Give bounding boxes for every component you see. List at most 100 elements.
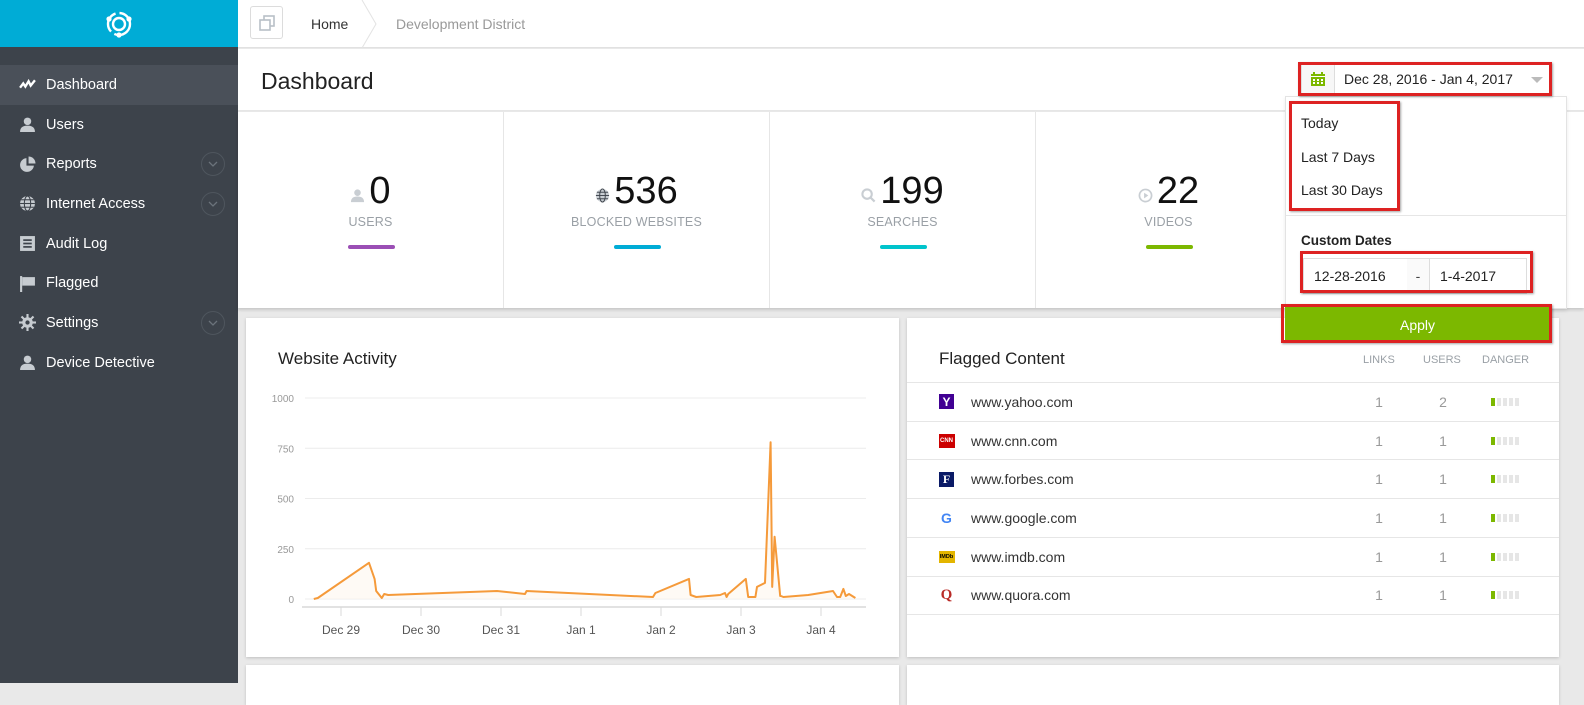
imdb-icon: IMDb xyxy=(938,548,955,565)
sidebar-item-flagged[interactable]: Flagged xyxy=(0,263,238,303)
column-header-links: LINKS xyxy=(1363,354,1395,366)
sidebar-item-label: Internet Access xyxy=(46,195,146,212)
site-link[interactable]: www.yahoo.com xyxy=(971,393,1073,410)
flag-icon xyxy=(18,274,36,292)
calendar-icon xyxy=(1302,65,1335,93)
sidebar-item-label: Reports xyxy=(46,156,97,173)
svg-text:1000: 1000 xyxy=(272,394,295,405)
stat-color-bar xyxy=(613,245,661,249)
sidebar-item-label: Flagged xyxy=(46,275,99,292)
svg-text:Dec 29: Dec 29 xyxy=(322,623,360,637)
table-row[interactable]: Y www.yahoo.com 1 2 xyxy=(907,382,1559,421)
svg-text:Jan 4: Jan 4 xyxy=(806,623,836,637)
stat-value: 22 xyxy=(1156,170,1200,212)
links-count: 1 xyxy=(1375,587,1383,604)
date-range-dropdown: Today Last 7 Days Last 30 Days Custom Da… xyxy=(1285,96,1567,309)
table-row[interactable]: IMDb www.imdb.com 1 1 xyxy=(907,536,1559,576)
list-icon xyxy=(18,235,36,253)
stat-users[interactable]: 0 USERS xyxy=(238,112,504,308)
table-row[interactable]: F www.forbes.com 1 1 xyxy=(907,459,1559,498)
svg-text:Dec 30: Dec 30 xyxy=(402,623,440,637)
table-row[interactable]: CNN www.cnn.com 1 1 xyxy=(907,420,1559,460)
apply-button[interactable]: Apply xyxy=(1285,307,1550,342)
yahoo-icon: Y xyxy=(938,393,955,410)
date-range-picker[interactable]: Dec 28, 2016 - Jan 4, 2017 xyxy=(1301,64,1551,94)
forbes-icon: F xyxy=(938,471,955,488)
site-link[interactable]: www.imdb.com xyxy=(971,548,1066,565)
date-range-value: Dec 28, 2016 - Jan 4, 2017 xyxy=(1344,71,1513,87)
preset-last-30-days[interactable]: Last 30 Days xyxy=(1301,182,1383,198)
flagged-content-card: Flagged Content LINKS USERS DANGER Y www… xyxy=(907,318,1559,657)
end-date-input[interactable] xyxy=(1429,258,1527,294)
stat-color-bar xyxy=(1145,245,1193,249)
sidebar: Dashboard Users Reports Internet Access … xyxy=(0,0,238,683)
play-icon xyxy=(1138,188,1153,208)
table-row[interactable]: Q www.quora.com 1 1 xyxy=(907,575,1559,615)
svg-text:0: 0 xyxy=(288,595,294,606)
stat-color-bar xyxy=(347,245,395,249)
logo-icon xyxy=(106,11,132,38)
sidebar-item-label: Dashboard xyxy=(46,76,117,93)
svg-text:Dec 31: Dec 31 xyxy=(482,623,520,637)
pie-chart-icon xyxy=(18,155,36,173)
cnn-icon: CNN xyxy=(938,432,955,449)
users-count: 1 xyxy=(1439,471,1447,488)
stat-value: 199 xyxy=(880,170,944,212)
breadcrumb-separator-icon xyxy=(361,0,377,48)
site-link[interactable]: www.cnn.com xyxy=(971,432,1058,449)
sidebar-item-label: Settings xyxy=(46,314,99,331)
website-activity-chart[interactable]: 0 250 500 750 1000 Dec 29 Dec 30 Dec 31 Jan 1 Jan… xyxy=(246,318,899,657)
sidebar-item-internet-access[interactable]: Internet Access xyxy=(0,184,238,224)
sidebar-item-label: Audit Log xyxy=(46,235,108,252)
divider xyxy=(1286,215,1566,216)
links-count: 1 xyxy=(1375,548,1383,565)
start-date-input[interactable] xyxy=(1303,258,1408,294)
links-count: 1 xyxy=(1375,393,1383,410)
windows-icon xyxy=(258,14,275,31)
site-link[interactable]: www.google.com xyxy=(971,509,1077,526)
bottom-left-card xyxy=(246,665,899,705)
user-icon xyxy=(18,116,36,134)
preset-today[interactable]: Today xyxy=(1301,115,1339,131)
svg-text:500: 500 xyxy=(277,495,294,506)
gear-icon xyxy=(18,314,36,332)
site-link[interactable]: www.forbes.com xyxy=(971,471,1074,488)
links-count: 1 xyxy=(1375,432,1383,449)
divider xyxy=(907,614,1559,616)
chevron-down-icon[interactable] xyxy=(201,152,225,177)
sidebar-item-dashboard[interactable]: Dashboard xyxy=(0,65,238,105)
breadcrumb-home[interactable]: Home xyxy=(311,16,349,32)
svg-text:Jan 3: Jan 3 xyxy=(726,623,756,637)
stat-blocked-websites[interactable]: 536 BLOCKED WEBSITES xyxy=(504,112,770,308)
activity-icon xyxy=(18,76,36,94)
svg-text:Jan 1: Jan 1 xyxy=(566,623,596,637)
stat-label: VIDEOS xyxy=(1144,215,1193,229)
sidebar-item-device-detective[interactable]: Device Detective xyxy=(0,343,238,383)
links-count: 1 xyxy=(1375,471,1383,488)
users-count: 1 xyxy=(1439,548,1447,565)
sidebar-item-reports[interactable]: Reports xyxy=(0,144,238,184)
app-logo[interactable] xyxy=(0,0,238,47)
chevron-down-icon[interactable] xyxy=(201,191,225,216)
danger-meter xyxy=(1491,436,1519,445)
breadcrumb-current: Development District xyxy=(396,16,526,32)
website-activity-title: Website Activity xyxy=(278,349,397,368)
stat-videos[interactable]: 22 VIDEOS xyxy=(1036,112,1302,308)
sidebar-item-audit-log[interactable]: Audit Log xyxy=(0,224,238,264)
sidebar-item-label: Users xyxy=(46,116,84,133)
users-count: 1 xyxy=(1439,587,1447,604)
stat-searches[interactable]: 199 SEARCHES xyxy=(770,112,1036,308)
stat-color-bar xyxy=(879,245,927,249)
sidebar-toggle-button[interactable] xyxy=(250,6,283,39)
table-row[interactable]: G www.google.com 1 1 xyxy=(907,498,1559,537)
sidebar-item-settings[interactable]: Settings xyxy=(0,303,238,343)
chevron-down-icon[interactable] xyxy=(201,310,225,335)
custom-dates-label: Custom Dates xyxy=(1301,233,1392,248)
preset-last-7-days[interactable]: Last 7 Days xyxy=(1301,149,1375,165)
stat-value: 536 xyxy=(614,170,678,212)
danger-meter xyxy=(1491,513,1519,522)
sidebar-item-users[interactable]: Users xyxy=(0,105,238,145)
google-icon: G xyxy=(941,509,952,526)
site-link[interactable]: www.quora.com xyxy=(971,587,1071,604)
danger-meter xyxy=(1491,552,1519,561)
